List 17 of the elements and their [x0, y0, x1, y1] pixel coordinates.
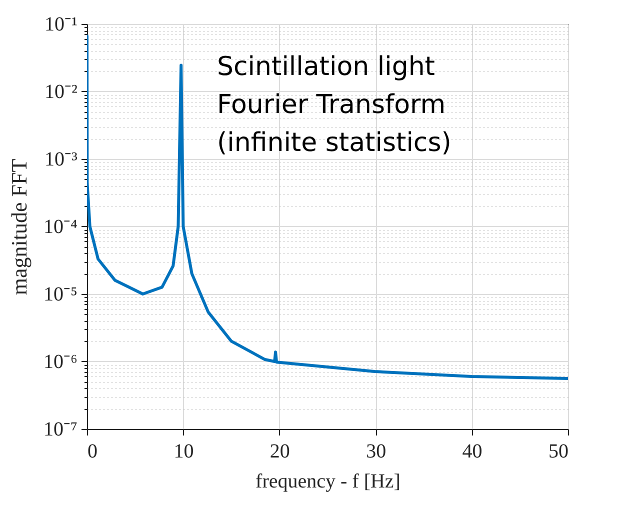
- y-tick-label: 10⁻³: [44, 148, 78, 170]
- y-tick-label: 10⁻⁵: [44, 284, 78, 306]
- x-tick-label: 30: [366, 440, 386, 462]
- y-tick-label: 10⁻⁴: [44, 216, 78, 238]
- y-tick-label: 10⁻⁶: [44, 351, 78, 373]
- x-tick-label: 40: [462, 440, 482, 462]
- y-tick-label: 10⁻¹: [44, 14, 78, 36]
- x-tick-label: 10: [174, 440, 194, 462]
- y-tick-label: 10⁻⁷: [44, 418, 78, 440]
- x-axis-title: frequency - f [Hz]: [256, 470, 400, 492]
- line-series: [87, 34, 568, 380]
- annotation: Scintillation light Fourier Transform (infinite statistics): [217, 52, 452, 158]
- x-tick-label: 50: [548, 440, 568, 462]
- y-tick-label: 10⁻²: [44, 81, 78, 103]
- x-tick-label: 0: [88, 440, 98, 462]
- y-axis-title: magnitude FFT: [6, 158, 32, 296]
- x-tick-label: 20: [270, 440, 290, 462]
